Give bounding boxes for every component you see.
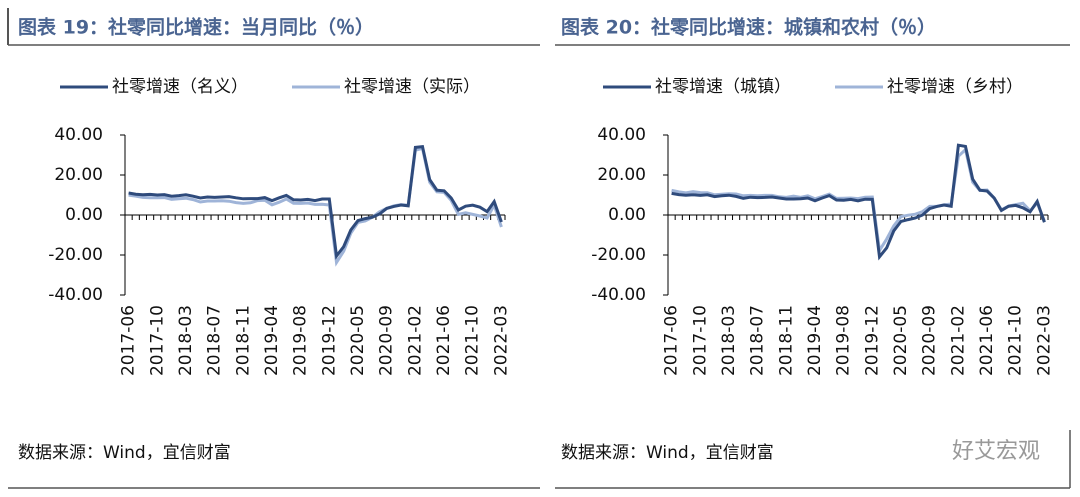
x-tick-label: 2017-06 xyxy=(119,305,139,376)
x-tick-label: 2018-07 xyxy=(205,305,225,376)
y-tick-label: -40.00 xyxy=(48,285,103,305)
y-tick-label: 40.00 xyxy=(54,125,103,145)
y-tick-label: 0.00 xyxy=(65,205,103,225)
y-tick-label: 0.00 xyxy=(608,205,646,225)
x-tick-label: 2020-09 xyxy=(377,305,397,376)
source-note: 数据来源：Wind，宜信财富 xyxy=(561,443,774,463)
x-tick-label: 2019-04 xyxy=(262,305,282,376)
y-tick-label: -20.00 xyxy=(48,245,103,265)
x-tick-label: 2020-05 xyxy=(348,305,368,376)
y-tick-label: 40.00 xyxy=(597,125,646,145)
x-tick-label: 2019-08 xyxy=(834,305,854,376)
x-tick-label: 2021-10 xyxy=(1006,305,1026,376)
legend-label: 社零增速（城镇） xyxy=(655,77,791,97)
x-tick-label: 2021-06 xyxy=(434,305,454,376)
x-tick-label: 2021-02 xyxy=(405,305,425,376)
x-tick-label: 2018-07 xyxy=(748,305,768,376)
chart-title: 图表 20：社零同比增速：城镇和农村（％） xyxy=(561,16,936,39)
x-tick-label: 2022-03 xyxy=(1034,305,1054,376)
x-tick-label: 2018-03 xyxy=(719,305,739,376)
y-tick-label: 20.00 xyxy=(54,165,103,185)
legend-label: 社零增速（实际） xyxy=(344,77,480,97)
x-tick-label: 2017-06 xyxy=(662,305,682,376)
y-tick-label: -40.00 xyxy=(591,285,646,305)
line-series xyxy=(671,143,1046,261)
x-tick-label: 2017-10 xyxy=(147,305,167,376)
x-tick-label: 2017-10 xyxy=(690,305,710,376)
y-tick-label: -20.00 xyxy=(591,245,646,265)
x-tick-label: 2018-11 xyxy=(776,305,796,376)
chart-title: 图表 19：社零同比增速：当月同比（％） xyxy=(18,16,374,39)
legend-label: 社零增速（乡村） xyxy=(887,77,1023,97)
x-tick-label: 2021-10 xyxy=(463,305,483,376)
x-tick-label: 2021-02 xyxy=(948,305,968,376)
x-tick-label: 2018-03 xyxy=(176,305,196,376)
x-tick-label: 2018-11 xyxy=(233,305,253,376)
x-tick-label: 2021-06 xyxy=(977,305,997,376)
x-tick-label: 2020-05 xyxy=(891,305,911,376)
source-note: 数据来源：Wind，宜信财富 xyxy=(18,443,231,463)
line-series xyxy=(128,144,503,260)
x-tick-label: 2019-12 xyxy=(319,305,339,376)
watermark: 好艾宏观 xyxy=(952,439,1040,464)
x-tick-label: 2019-12 xyxy=(862,305,882,376)
legend-label: 社零增速（名义） xyxy=(112,77,248,97)
x-tick-label: 2022-03 xyxy=(491,305,511,376)
x-tick-label: 2019-04 xyxy=(805,305,825,376)
y-tick-label: 20.00 xyxy=(597,165,646,185)
line-series xyxy=(128,146,503,267)
x-tick-label: 2019-08 xyxy=(291,305,311,376)
x-tick-label: 2020-09 xyxy=(920,305,940,376)
